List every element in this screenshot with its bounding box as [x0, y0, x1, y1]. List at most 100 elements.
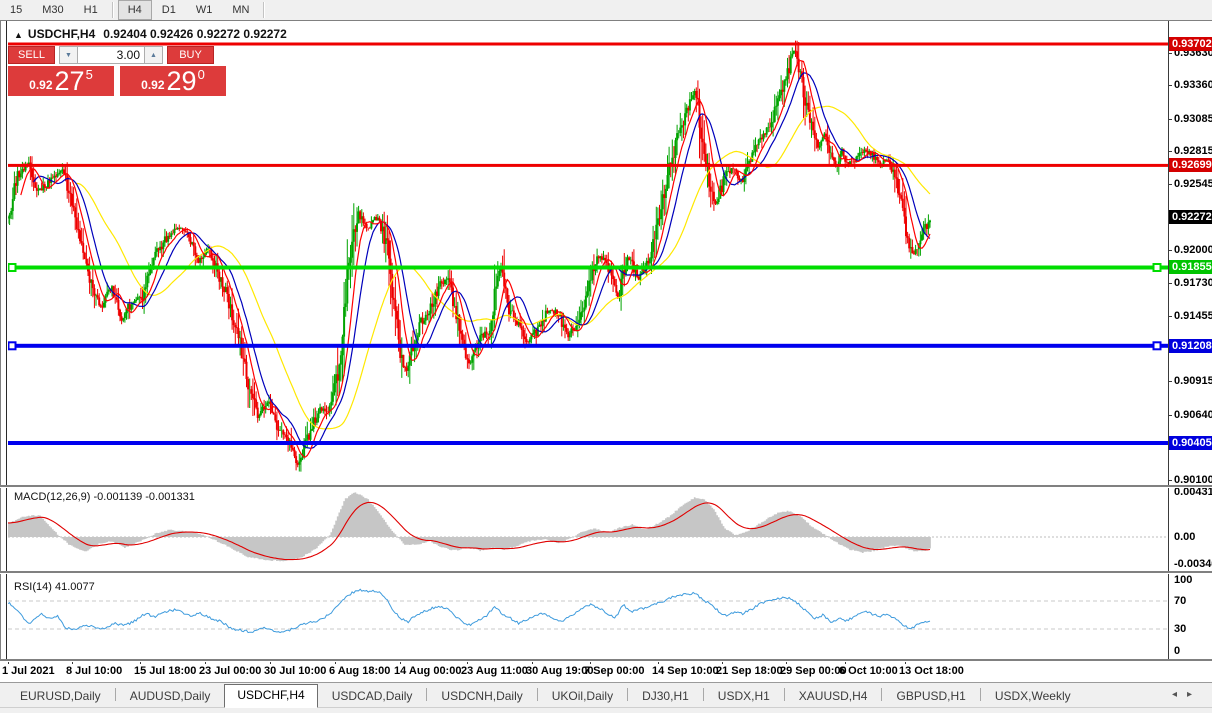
price-tick-mark	[1168, 184, 1172, 185]
chart-title: ▲ USDCHF,H4 0.92404 0.92426 0.92272 0.9227…	[14, 27, 287, 41]
chart-tab-xauusd-h4[interactable]: XAUUSD,H4	[798, 689, 868, 703]
one-click-collapse-icon[interactable]: ▲	[14, 30, 23, 40]
price-tick-label: 0.90915	[1174, 375, 1212, 388]
tab-separator	[783, 688, 785, 701]
time-tick-mark	[786, 661, 787, 664]
hline-handle[interactable]	[8, 341, 17, 351]
buy-price-pip: 0	[197, 67, 205, 82]
time-tick-mark	[722, 661, 723, 664]
tab-scroll-left-icon[interactable]: ◂	[1171, 689, 1187, 700]
horizontal-line-0.91855[interactable]	[8, 265, 1168, 270]
time-tick-mark	[658, 661, 659, 664]
toolbar-separator	[111, 2, 114, 18]
chart-tab-usdx-weekly[interactable]: USDX,Weekly	[994, 689, 1071, 703]
sell-button[interactable]: SELL	[8, 46, 55, 64]
buy-button[interactable]: BUY	[167, 46, 214, 64]
window-border-left	[0, 20, 1, 682]
price-badge-0.91855: 0.91855	[1169, 260, 1212, 275]
time-tick-mark	[335, 661, 336, 664]
chart-tab-eurusd-daily[interactable]: EURUSD,Daily	[20, 689, 101, 703]
timeframe-button-15[interactable]: 15	[10, 4, 23, 16]
hline-handle[interactable]	[1152, 341, 1162, 351]
timeframe-button-d1[interactable]: D1	[161, 4, 176, 16]
macd-label: MACD(12,26,9) -0.001139 -0.001331	[14, 491, 195, 503]
macd-tick-label: 0.00	[1174, 531, 1196, 543]
chart-tab-usdx-h1[interactable]: USDX,H1	[717, 689, 770, 703]
rsi-label: RSI(14) 41.0077	[14, 581, 95, 593]
price-tick-label: 0.90640	[1174, 408, 1212, 421]
horizontal-line-0.93702[interactable]	[8, 42, 1168, 46]
sell-price-main: 27	[54, 66, 85, 96]
chart-tab-usdcad-daily[interactable]: USDCAD,Daily	[331, 689, 413, 703]
candles-up-bodies	[8, 50, 931, 465]
hline-handle[interactable]	[1152, 263, 1162, 272]
price-badge-0.91208: 0.91208	[1169, 338, 1212, 353]
macd-tick-label: -0.003405	[1174, 558, 1212, 570]
time-tick-mark	[72, 661, 73, 664]
time-axis-label: 15 Jul 18:00	[134, 665, 197, 677]
timeframe-button-m30[interactable]: M30	[42, 4, 64, 16]
sell-price-pip: 5	[85, 67, 93, 82]
lot-decrease-button[interactable]: ▼	[59, 46, 78, 64]
price-chart-pane[interactable]	[8, 30, 1168, 485]
chart-tab-usdchf-h4[interactable]: USDCHF,H4	[224, 684, 318, 708]
time-axis-label: 23 Aug 11:00	[461, 665, 528, 677]
chart-tab-usdcnh-daily[interactable]: USDCNH,Daily	[441, 689, 523, 703]
toolbar-separator	[263, 2, 266, 18]
time-axis-label: 30 Jul 10:00	[264, 665, 327, 677]
candles-up-wicks	[8, 47, 931, 472]
lot-size-input[interactable]	[78, 46, 144, 64]
price-tick-label: 0.90100	[1174, 473, 1212, 486]
ohlc-values: 0.92404 0.92426 0.92272 0.92272	[103, 27, 287, 41]
horizontal-line-0.92699[interactable]	[8, 163, 1168, 167]
chart-tab-gbpusd-h1[interactable]: GBPUSD,H1	[896, 689, 966, 703]
macd-pane[interactable]	[8, 487, 1168, 571]
chart-tab-audusd-daily[interactable]: AUDUSD,Daily	[129, 689, 211, 703]
price-tick-mark	[1168, 315, 1172, 317]
rsi-pane[interactable]	[8, 577, 1168, 660]
horizontal-line-0.91208[interactable]	[8, 343, 1168, 348]
time-axis-label: 30 Aug 19:00	[526, 665, 594, 677]
price-tick-mark	[1168, 118, 1172, 120]
timeframe-button-h4[interactable]: H4	[117, 0, 152, 20]
hline-handle[interactable]	[8, 263, 17, 272]
symbol-timeframe-label: USDCHF,H4	[27, 27, 96, 41]
price-tick-label: 0.92815	[1174, 145, 1212, 158]
time-tick-mark	[467, 661, 468, 664]
window-border-inner	[6, 20, 7, 682]
chart-tab-dj30-h1[interactable]: DJ30,H1	[642, 689, 689, 703]
pane-splitter-timeaxis	[0, 659, 1212, 662]
time-axis[interactable]: 1 Jul 2021 8 Jul 10:00 15 Jul 18:00 23 Jul …	[0, 661, 1212, 682]
price-axis[interactable]: 0.93630 0.93360 0.93085 0.92815 0.92545 0.920…	[1168, 20, 1212, 682]
chart-window[interactable]: ▲ USDCHF,H4 0.92404 0.92426 0.92272 0.9227…	[0, 20, 1212, 682]
chart-tab-ukoil-daily[interactable]: UKOil,Daily	[551, 689, 614, 703]
horizontal-line-0.90405[interactable]	[8, 441, 1168, 445]
price-tick-mark	[1168, 52, 1172, 54]
rsi-tick-label: 30	[1174, 623, 1187, 635]
price-tick-mark	[1168, 151, 1172, 153]
pane-splitter-rsi[interactable]	[0, 571, 1212, 574]
time-axis-label: 14 Aug 00:00	[394, 665, 462, 677]
price-tick-label: 0.93085	[1174, 112, 1212, 125]
sell-price-display[interactable]: 0.92 27 5	[8, 66, 114, 96]
rsi-line	[8, 588, 931, 634]
buy-price-main: 29	[166, 66, 197, 96]
time-axis-label: 29 Sep 00:00	[780, 665, 847, 677]
time-tick-mark	[905, 661, 906, 664]
timeframe-button-w1[interactable]: W1	[195, 4, 213, 16]
tab-separator	[702, 688, 704, 701]
price-tick-label: 0.92545	[1174, 178, 1212, 190]
price-tick-mark	[1168, 479, 1172, 481]
buy-price-display[interactable]: 0.92 29 0	[120, 66, 226, 96]
time-tick-mark	[532, 661, 533, 664]
rsi-tick-label: 100	[1174, 574, 1193, 586]
tab-scroll-right-icon[interactable]: ▸	[1186, 689, 1202, 700]
chart-tab-bar: EURUSD,Daily AUDUSD,Daily USDCHF,H4 USDCAD,…	[0, 682, 1212, 713]
timeframe-button-mn[interactable]: MN	[232, 4, 250, 16]
tab-bar-strip	[0, 707, 1212, 713]
time-tick-mark	[140, 661, 141, 664]
pane-splitter-macd[interactable]	[0, 485, 1212, 488]
lot-increase-button[interactable]: ▲	[144, 46, 163, 64]
timeframe-button-h1[interactable]: H1	[83, 4, 98, 16]
price-badge-0.90405: 0.90405	[1169, 435, 1212, 450]
